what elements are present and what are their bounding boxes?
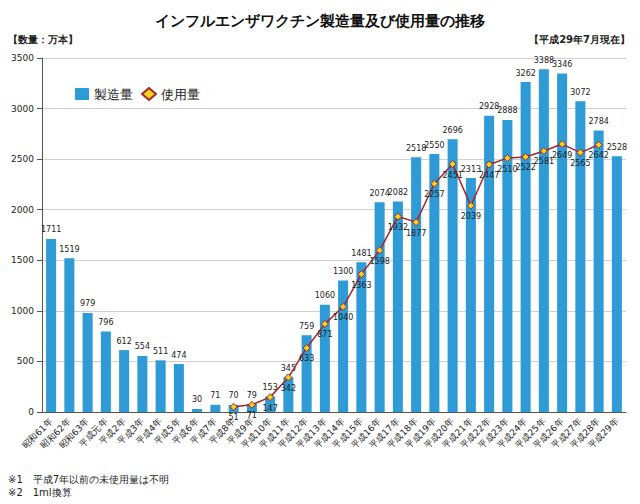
svg-text:平成18年: 平成18年: [385, 416, 420, 451]
svg-text:2928: 2928: [478, 102, 500, 112]
svg-text:2510: 2510: [497, 164, 518, 174]
svg-text:平成17年: 平成17年: [367, 416, 402, 451]
svg-text:平成3年: 平成3年: [115, 416, 146, 447]
svg-text:30: 30: [192, 395, 202, 404]
svg-text:153: 153: [262, 383, 278, 392]
svg-text:2528: 2528: [607, 143, 627, 152]
svg-text:【数量：万本】: 【数量：万本】: [8, 34, 78, 45]
svg-text:345: 345: [280, 363, 296, 373]
svg-text:2784: 2784: [588, 117, 608, 126]
svg-text:71: 71: [247, 411, 257, 420]
svg-text:2000: 2000: [11, 205, 34, 215]
svg-text:平成11年: 平成11年: [257, 416, 292, 451]
svg-text:554: 554: [135, 342, 150, 351]
svg-text:平成15年: 平成15年: [330, 416, 365, 451]
svg-text:平成13年: 平成13年: [294, 416, 329, 451]
svg-text:1500: 1500: [11, 255, 34, 265]
svg-text:511: 511: [153, 347, 168, 356]
svg-text:2518: 2518: [405, 143, 427, 153]
svg-text:1932: 1932: [387, 223, 409, 233]
svg-text:1300: 1300: [333, 267, 353, 276]
svg-text:昭和61年: 昭和61年: [20, 416, 55, 451]
svg-text:2313: 2313: [460, 164, 482, 174]
svg-text:平成20年: 平成20年: [421, 416, 457, 451]
svg-text:平成7年: 平成7年: [188, 416, 219, 447]
svg-text:インフルエンザワクチン製造量及び使用量の推移: インフルエンザワクチン製造量及び使用量の推移: [155, 12, 485, 30]
svg-text:平成25年: 平成25年: [513, 416, 548, 451]
svg-text:2522: 2522: [515, 163, 536, 173]
svg-text:使用量: 使用量: [161, 87, 200, 102]
svg-text:平成26年: 平成26年: [531, 416, 566, 451]
svg-text:平成5年: 平成5年: [152, 416, 183, 447]
svg-text:474: 474: [171, 351, 186, 360]
svg-text:2696: 2696: [442, 126, 462, 135]
svg-text:平成22年: 平成22年: [458, 416, 493, 451]
svg-text:3346: 3346: [552, 60, 572, 69]
svg-text:【平成29年7月現在】: 【平成29年7月現在】: [529, 34, 630, 45]
svg-text:147: 147: [262, 404, 277, 413]
svg-text:1519: 1519: [59, 245, 79, 254]
svg-text:2039: 2039: [461, 212, 481, 221]
svg-text:1000: 1000: [11, 306, 34, 316]
svg-text:平成6年: 平成6年: [170, 416, 201, 447]
svg-text:2649: 2649: [551, 150, 573, 160]
svg-text:昭和63年: 昭和63年: [56, 416, 92, 451]
svg-text:871: 871: [317, 330, 332, 339]
svg-text:3000: 3000: [11, 104, 34, 114]
svg-text:1363: 1363: [351, 281, 371, 290]
svg-text:平成4年: 平成4年: [134, 416, 165, 447]
svg-text:昭和62年: 昭和62年: [38, 416, 73, 451]
svg-text:平成21年: 平成21年: [440, 416, 475, 451]
svg-text:1598: 1598: [369, 257, 389, 266]
svg-text:平成8年: 平成8年: [207, 416, 238, 447]
svg-text:3500: 3500: [11, 53, 34, 63]
svg-text:平成27年: 平成27年: [549, 416, 584, 451]
svg-text:0: 0: [28, 407, 34, 417]
svg-text:2581: 2581: [533, 157, 555, 167]
svg-text:2642: 2642: [588, 151, 608, 160]
svg-text:3072: 3072: [570, 88, 590, 97]
svg-text:平成19年: 平成19年: [403, 416, 438, 451]
svg-text:2074: 2074: [369, 188, 390, 198]
svg-text:2257: 2257: [424, 190, 444, 199]
svg-text:平成29年: 平成29年: [586, 416, 620, 450]
svg-text:平成16年: 平成16年: [348, 416, 384, 451]
svg-text:1060: 1060: [315, 291, 335, 300]
svg-text:※2 1ml換算: ※2 1ml換算: [8, 487, 72, 498]
svg-text:2888: 2888: [497, 106, 517, 115]
svg-text:2550: 2550: [424, 141, 444, 150]
svg-text:平成23年: 平成23年: [476, 416, 511, 451]
svg-text:2500: 2500: [11, 154, 34, 164]
svg-text:79: 79: [247, 391, 257, 400]
svg-text:平成12年: 平成12年: [275, 416, 311, 451]
svg-text:平成2年: 平成2年: [97, 416, 128, 447]
svg-text:平成14年: 平成14年: [312, 416, 347, 451]
svg-text:1040: 1040: [333, 313, 353, 322]
svg-text:612: 612: [116, 337, 131, 346]
svg-text:製造量: 製造量: [94, 87, 133, 102]
svg-text:1481: 1481: [351, 248, 372, 258]
svg-text:平成28年: 平成28年: [567, 416, 603, 451]
svg-text:2565: 2565: [570, 159, 590, 168]
svg-text:平成10年: 平成10年: [239, 416, 274, 451]
svg-text:796: 796: [98, 318, 113, 327]
svg-text:51: 51: [229, 413, 239, 422]
svg-text:979: 979: [80, 299, 95, 308]
svg-text:2447: 2447: [478, 171, 500, 180]
svg-text:70: 70: [229, 391, 239, 400]
svg-text:平成元年: 平成元年: [76, 416, 110, 449]
svg-text:71: 71: [210, 391, 220, 400]
svg-text:1711: 1711: [41, 225, 61, 234]
svg-text:2082: 2082: [388, 188, 408, 197]
svg-text:※1 平成7年以前の未使用量は不明: ※1 平成7年以前の未使用量は不明: [8, 474, 169, 485]
svg-text:3388: 3388: [533, 55, 555, 65]
svg-text:3262: 3262: [515, 69, 535, 78]
svg-text:759: 759: [299, 322, 314, 331]
svg-text:342: 342: [281, 384, 296, 393]
svg-text:2451: 2451: [442, 171, 462, 180]
svg-text:平成24年: 平成24年: [494, 416, 530, 451]
svg-text:500: 500: [17, 356, 34, 366]
svg-text:1877: 1877: [406, 229, 426, 238]
svg-text:633: 633: [299, 354, 314, 363]
